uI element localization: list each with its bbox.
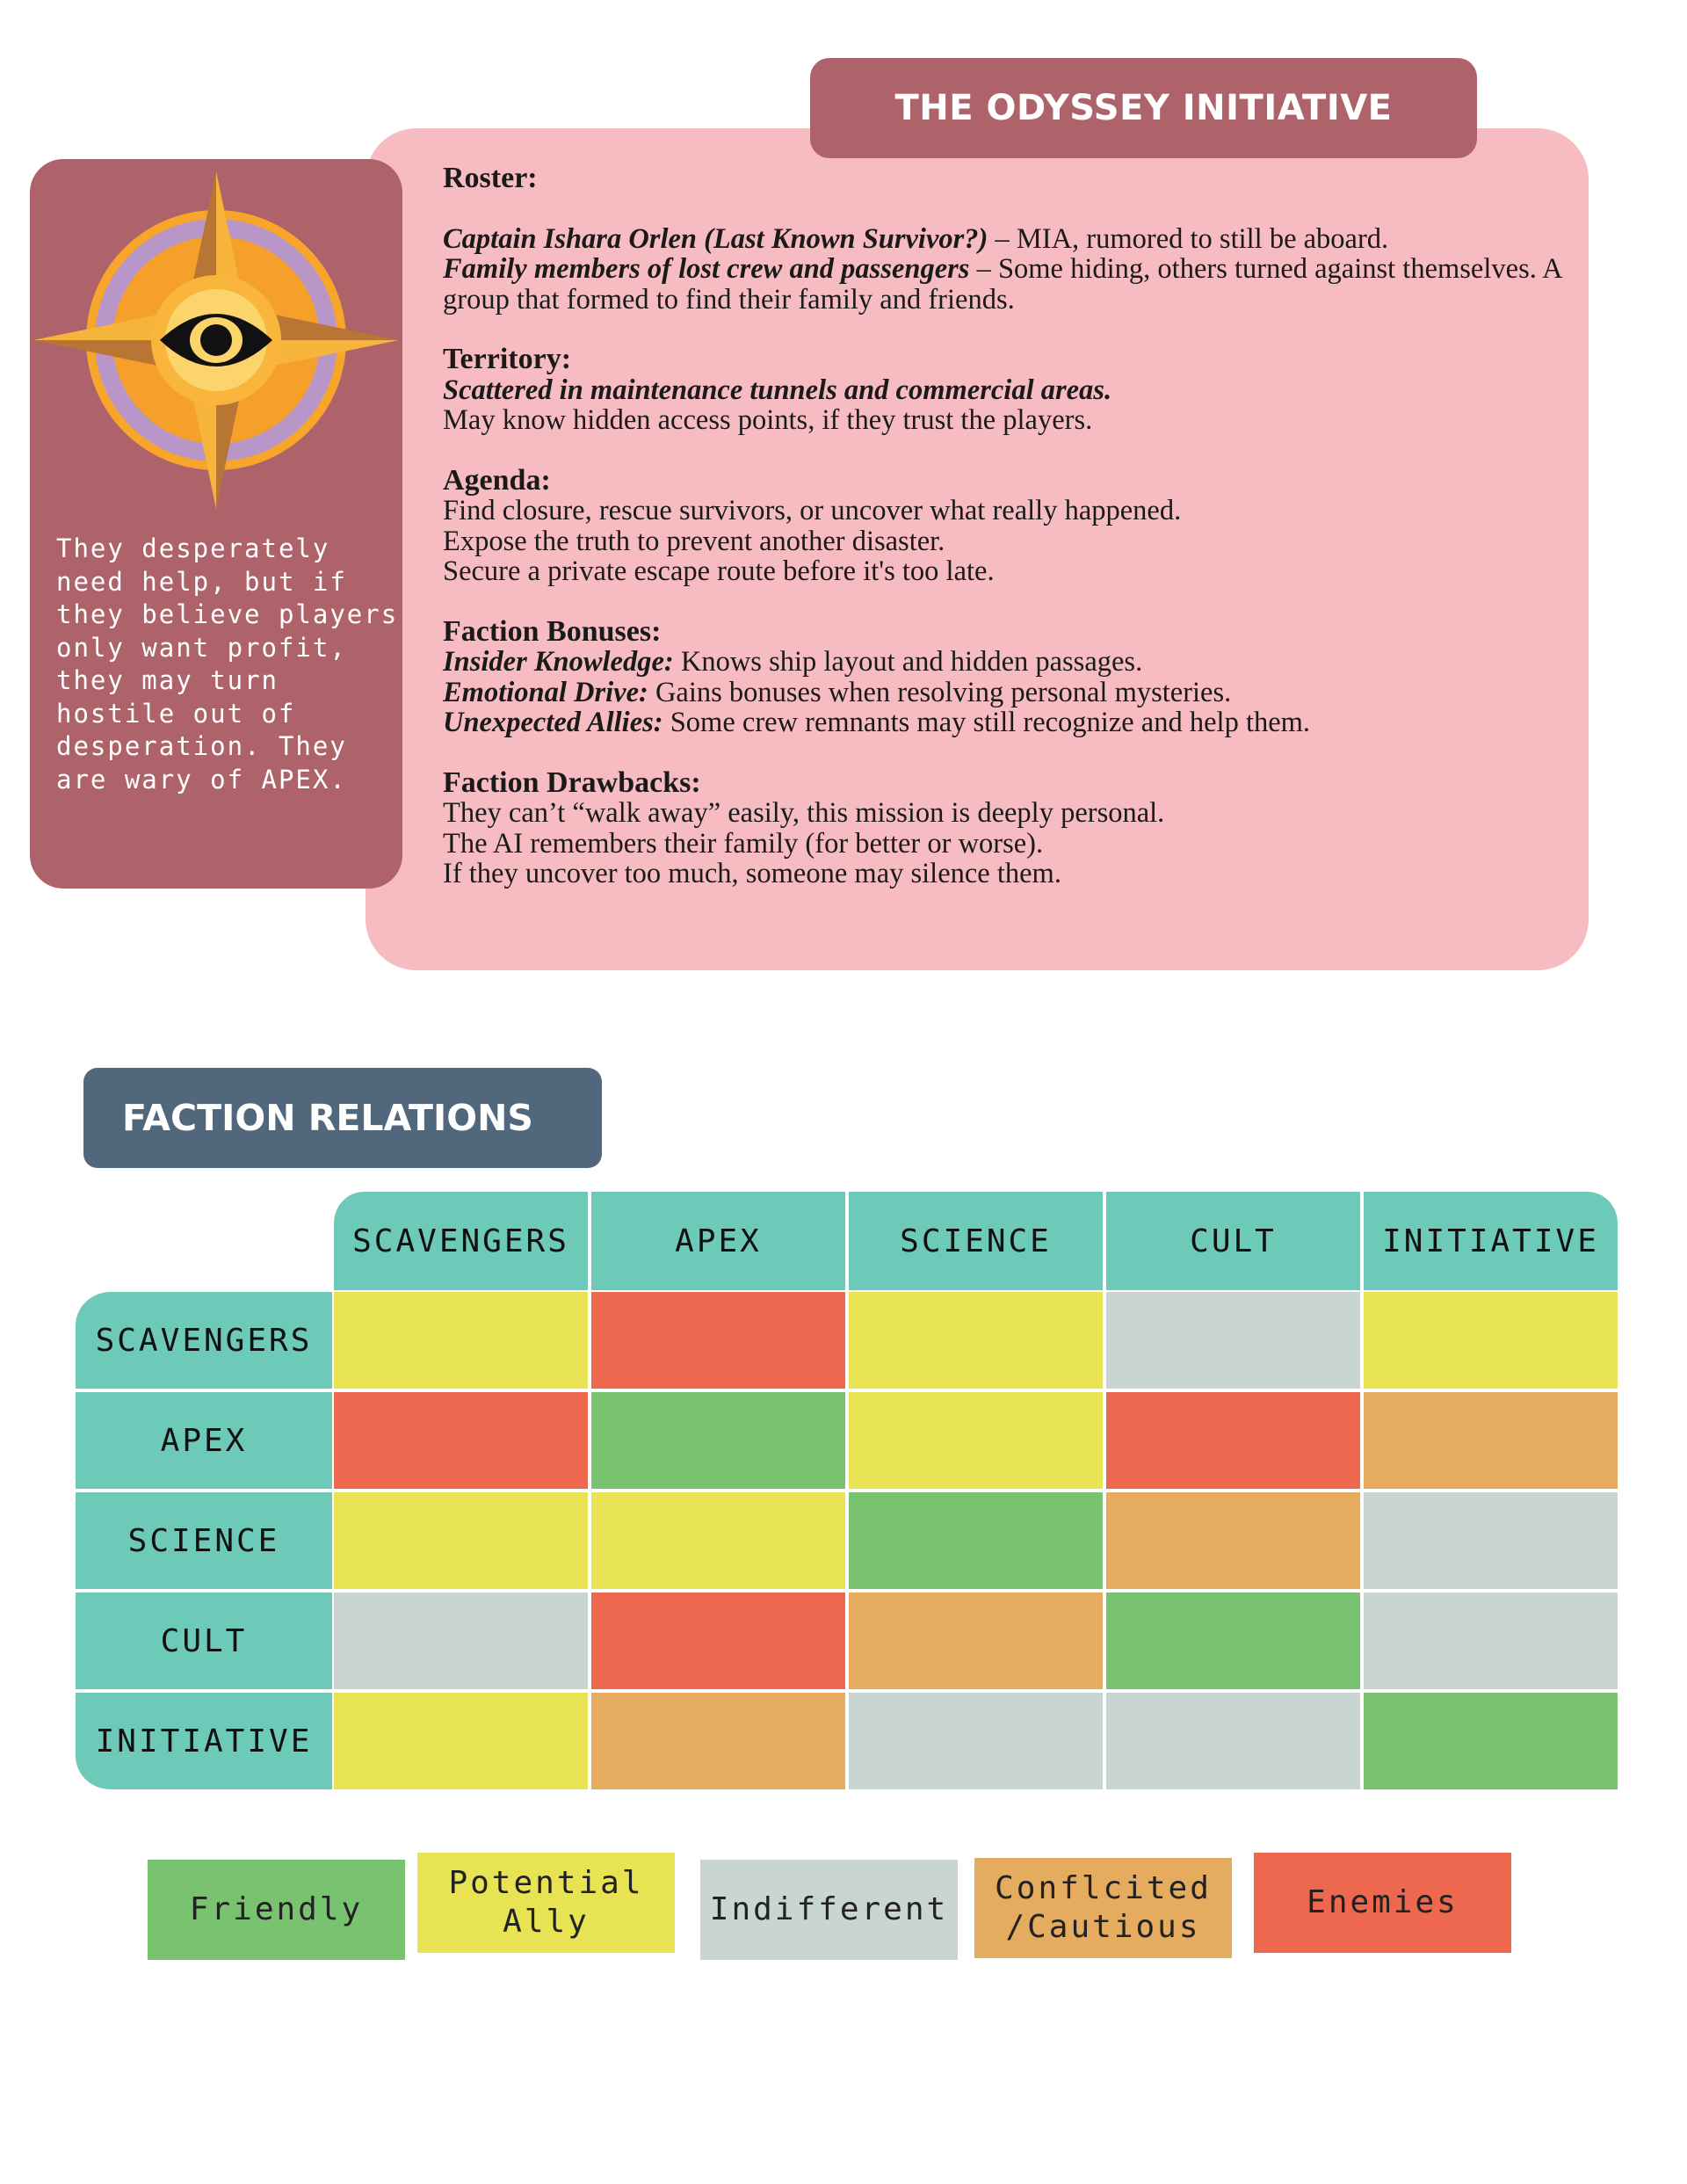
faction-side-panel: They desperately need help, but if they … <box>30 159 402 889</box>
relation-cell-apex-science <box>847 1390 1104 1491</box>
bonuses-heading: Faction Bonuses: <box>443 614 662 648</box>
relation-cell-initiative-cult <box>1104 1691 1362 1791</box>
bonus-item: Insider Knowledge: Knows ship layout and… <box>443 646 1143 678</box>
agenda-item: Expose the truth to prevent another disa… <box>443 525 945 557</box>
relation-cell-initiative-science <box>847 1691 1104 1791</box>
column-header-initiative: INITIATIVE <box>1362 1192 1619 1290</box>
agenda-heading: Agenda: <box>443 463 551 497</box>
column-header-apex: APEX <box>590 1192 847 1290</box>
territory-heading: Territory: <box>443 343 572 375</box>
relation-cell-scavengers-science <box>847 1290 1104 1390</box>
legend-enemies: Enemies <box>1254 1853 1511 1953</box>
territory-emphasis: Scattered in maintenance tunnels and com… <box>443 374 1112 406</box>
eye-compass-star-icon <box>33 171 399 509</box>
bonus-item: Emotional Drive: Gains bonuses when reso… <box>443 676 1232 708</box>
roster-entry: Family members of lost crew and passenge… <box>443 253 1561 316</box>
relation-cell-cult-apex <box>590 1591 847 1691</box>
faction-title: THE ODYSSEY INITIATIVE <box>810 58 1477 158</box>
relation-cell-science-initiative <box>1362 1491 1619 1591</box>
relation-cell-cult-initiative <box>1362 1591 1619 1691</box>
row-header-initiative: INITIATIVE <box>76 1691 332 1791</box>
relation-cell-science-science <box>847 1491 1104 1591</box>
drawback-item: If they uncover too much, someone may si… <box>443 858 1061 889</box>
column-header-science: SCIENCE <box>847 1192 1104 1290</box>
relation-cell-science-apex <box>590 1491 847 1591</box>
relation-cell-science-cult <box>1104 1491 1362 1591</box>
agenda-item: Secure a private escape route before it'… <box>443 555 995 587</box>
row-header-scavengers: SCAVENGERS <box>76 1290 332 1390</box>
relation-cell-initiative-initiative <box>1362 1691 1619 1791</box>
relations-matrix: SCAVENGERS APEX SCIENCE CULT INITIATIVE SCAVE… <box>76 1192 1619 1791</box>
drawbacks-heading: Faction Drawbacks: <box>443 765 701 799</box>
column-header-scavengers: SCAVENGERS <box>332 1192 590 1290</box>
relation-cell-apex-cult <box>1104 1390 1362 1491</box>
relation-cell-science-scavengers <box>332 1491 590 1591</box>
relations-title: FACTION RELATIONS <box>83 1068 602 1168</box>
faction-side-note: They desperately need help, but if they … <box>56 533 399 795</box>
row-header-science: SCIENCE <box>76 1491 332 1591</box>
relation-cell-initiative-apex <box>590 1691 847 1791</box>
faction-info-card: Roster: Captain Ishara Orlen (Last Known… <box>366 128 1589 970</box>
roster-heading: Roster: <box>443 162 538 194</box>
row-header-cult: CULT <box>76 1591 332 1691</box>
relation-cell-scavengers-initiative <box>1362 1290 1619 1390</box>
legend-potential: Potential Ally <box>417 1853 675 1953</box>
column-header-cult: CULT <box>1104 1192 1362 1290</box>
relation-cell-scavengers-apex <box>590 1290 847 1390</box>
relation-cell-scavengers-cult <box>1104 1290 1362 1390</box>
relation-cell-cult-cult <box>1104 1591 1362 1691</box>
drawback-item: They can’t “walk away” easily, this miss… <box>443 797 1165 829</box>
roster-entry: Captain Ishara Orlen (Last Known Survivo… <box>443 222 1389 255</box>
bonus-item: Unexpected Allies: Some crew remnants ma… <box>443 707 1311 738</box>
row-header-apex: APEX <box>76 1390 332 1491</box>
territory-text: May know hidden access points, if they t… <box>443 404 1093 436</box>
relation-cell-scavengers-scavengers <box>332 1290 590 1390</box>
relation-cell-initiative-scavengers <box>332 1691 590 1791</box>
legend-friendly: Friendly <box>148 1860 405 1960</box>
relation-cell-apex-initiative <box>1362 1390 1619 1491</box>
relation-cell-cult-scavengers <box>332 1591 590 1691</box>
relation-cell-apex-apex <box>590 1390 847 1491</box>
legend-indifferent: Indifferent <box>700 1860 958 1960</box>
relation-cell-cult-science <box>847 1591 1104 1691</box>
agenda-item: Find closure, rescue survivors, or uncov… <box>443 495 1182 526</box>
relation-cell-apex-scavengers <box>332 1390 590 1491</box>
drawback-item: The AI remembers their family (for bette… <box>443 827 1044 860</box>
legend-conflicted: Conflcited /Cautious <box>974 1858 1232 1958</box>
